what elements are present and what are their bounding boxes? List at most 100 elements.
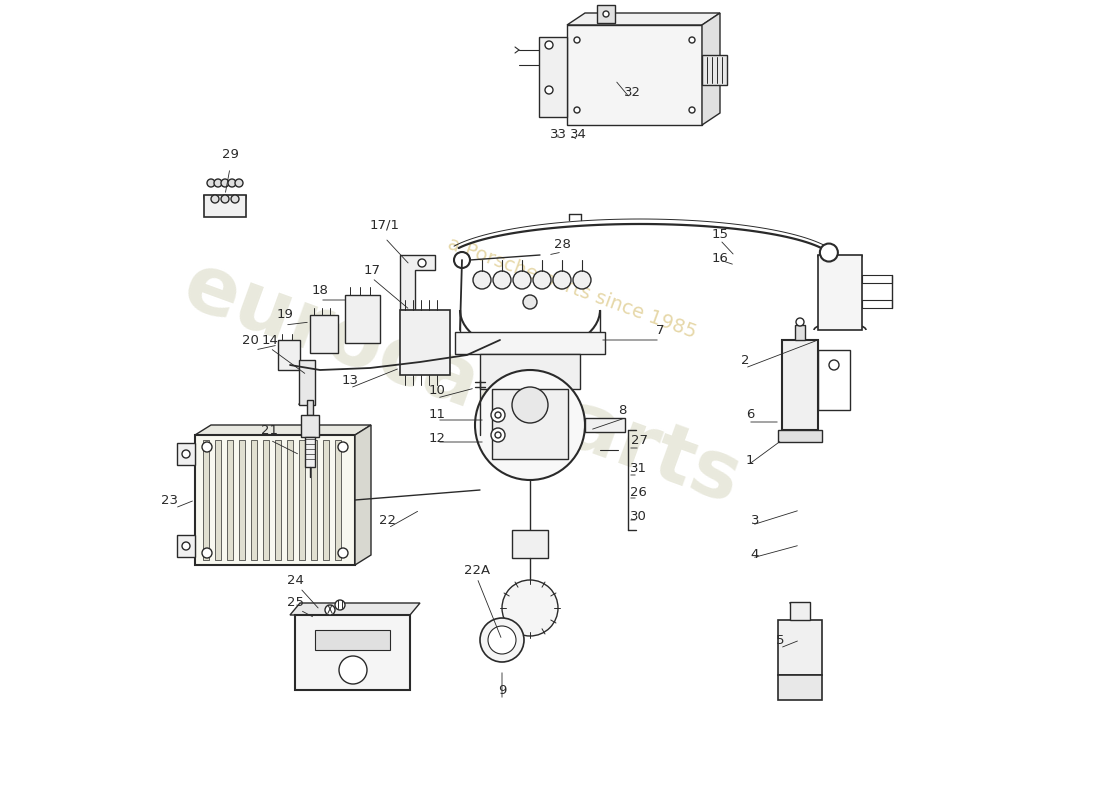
Bar xyxy=(287,440,293,560)
Bar xyxy=(299,440,305,560)
Bar xyxy=(239,440,245,560)
Bar xyxy=(310,315,338,353)
Circle shape xyxy=(689,107,695,113)
Text: 4: 4 xyxy=(751,549,759,562)
Circle shape xyxy=(214,179,222,187)
Bar xyxy=(539,37,566,117)
Bar xyxy=(251,440,257,560)
Circle shape xyxy=(488,626,516,654)
Text: 25: 25 xyxy=(286,597,304,610)
Bar xyxy=(311,440,317,560)
Bar xyxy=(177,535,195,557)
Text: 12: 12 xyxy=(429,431,446,445)
Circle shape xyxy=(473,271,491,289)
Bar xyxy=(862,275,892,283)
Circle shape xyxy=(796,318,804,326)
Circle shape xyxy=(336,600,345,610)
Bar xyxy=(778,620,822,675)
Circle shape xyxy=(493,271,512,289)
Bar xyxy=(301,415,319,437)
Text: 2: 2 xyxy=(740,354,749,366)
Bar xyxy=(597,5,615,23)
Circle shape xyxy=(495,432,500,438)
Bar xyxy=(782,340,818,430)
Circle shape xyxy=(820,243,838,262)
Text: 10: 10 xyxy=(429,383,446,397)
Text: 24: 24 xyxy=(287,574,304,586)
Bar xyxy=(227,440,233,560)
Circle shape xyxy=(235,179,243,187)
Polygon shape xyxy=(566,13,720,25)
Text: 11: 11 xyxy=(429,409,446,422)
Bar xyxy=(862,300,892,308)
Circle shape xyxy=(480,618,524,662)
Bar xyxy=(204,195,246,217)
Circle shape xyxy=(689,37,695,43)
Circle shape xyxy=(574,107,580,113)
Circle shape xyxy=(522,295,537,309)
Polygon shape xyxy=(195,425,371,435)
Circle shape xyxy=(603,11,609,17)
Circle shape xyxy=(513,271,531,289)
Text: 15: 15 xyxy=(712,229,728,242)
Bar xyxy=(345,295,379,343)
Text: 16: 16 xyxy=(712,251,728,265)
Bar xyxy=(818,350,850,410)
Bar xyxy=(299,360,315,405)
Bar xyxy=(585,418,625,432)
Circle shape xyxy=(339,656,367,684)
Text: 17: 17 xyxy=(363,263,381,277)
Text: 31: 31 xyxy=(629,462,647,474)
Text: 34: 34 xyxy=(570,129,586,142)
Circle shape xyxy=(475,370,585,480)
Bar xyxy=(204,440,209,560)
Circle shape xyxy=(512,387,548,423)
Bar xyxy=(263,440,270,560)
Text: 22: 22 xyxy=(379,514,396,526)
Text: 23: 23 xyxy=(162,494,178,506)
Circle shape xyxy=(495,412,500,418)
Bar xyxy=(214,440,221,560)
Text: 6: 6 xyxy=(746,409,755,422)
Circle shape xyxy=(182,542,190,550)
Polygon shape xyxy=(702,13,721,125)
Polygon shape xyxy=(290,603,420,615)
Circle shape xyxy=(231,195,239,203)
Text: 20: 20 xyxy=(242,334,258,346)
Circle shape xyxy=(829,360,839,370)
Bar xyxy=(336,440,341,560)
Bar xyxy=(305,437,315,467)
Text: 33: 33 xyxy=(550,129,566,142)
Circle shape xyxy=(324,605,336,615)
Text: 17/1: 17/1 xyxy=(370,218,400,231)
Circle shape xyxy=(207,179,215,187)
Text: 22A: 22A xyxy=(464,563,491,577)
Circle shape xyxy=(202,442,212,452)
Bar xyxy=(512,530,548,558)
Polygon shape xyxy=(355,425,371,565)
Bar xyxy=(195,435,355,565)
Text: 18: 18 xyxy=(311,283,329,297)
Circle shape xyxy=(491,428,505,442)
Text: eurocarparts: eurocarparts xyxy=(173,247,751,521)
Circle shape xyxy=(518,413,542,437)
Text: 5: 5 xyxy=(776,634,784,646)
Bar xyxy=(455,332,605,354)
Circle shape xyxy=(491,408,505,422)
Bar xyxy=(818,255,862,330)
Bar xyxy=(566,25,702,125)
Text: 28: 28 xyxy=(553,238,571,251)
Bar xyxy=(790,602,810,620)
Bar xyxy=(480,354,580,389)
Circle shape xyxy=(544,86,553,94)
Text: 7: 7 xyxy=(656,323,664,337)
Circle shape xyxy=(221,179,229,187)
Text: 32: 32 xyxy=(624,86,640,98)
Bar xyxy=(275,440,280,560)
Circle shape xyxy=(454,252,470,268)
Bar xyxy=(400,310,450,375)
Bar xyxy=(492,389,568,459)
Circle shape xyxy=(574,37,580,43)
Text: a Porsche parts since 1985: a Porsche parts since 1985 xyxy=(446,234,698,342)
Bar xyxy=(278,340,300,370)
